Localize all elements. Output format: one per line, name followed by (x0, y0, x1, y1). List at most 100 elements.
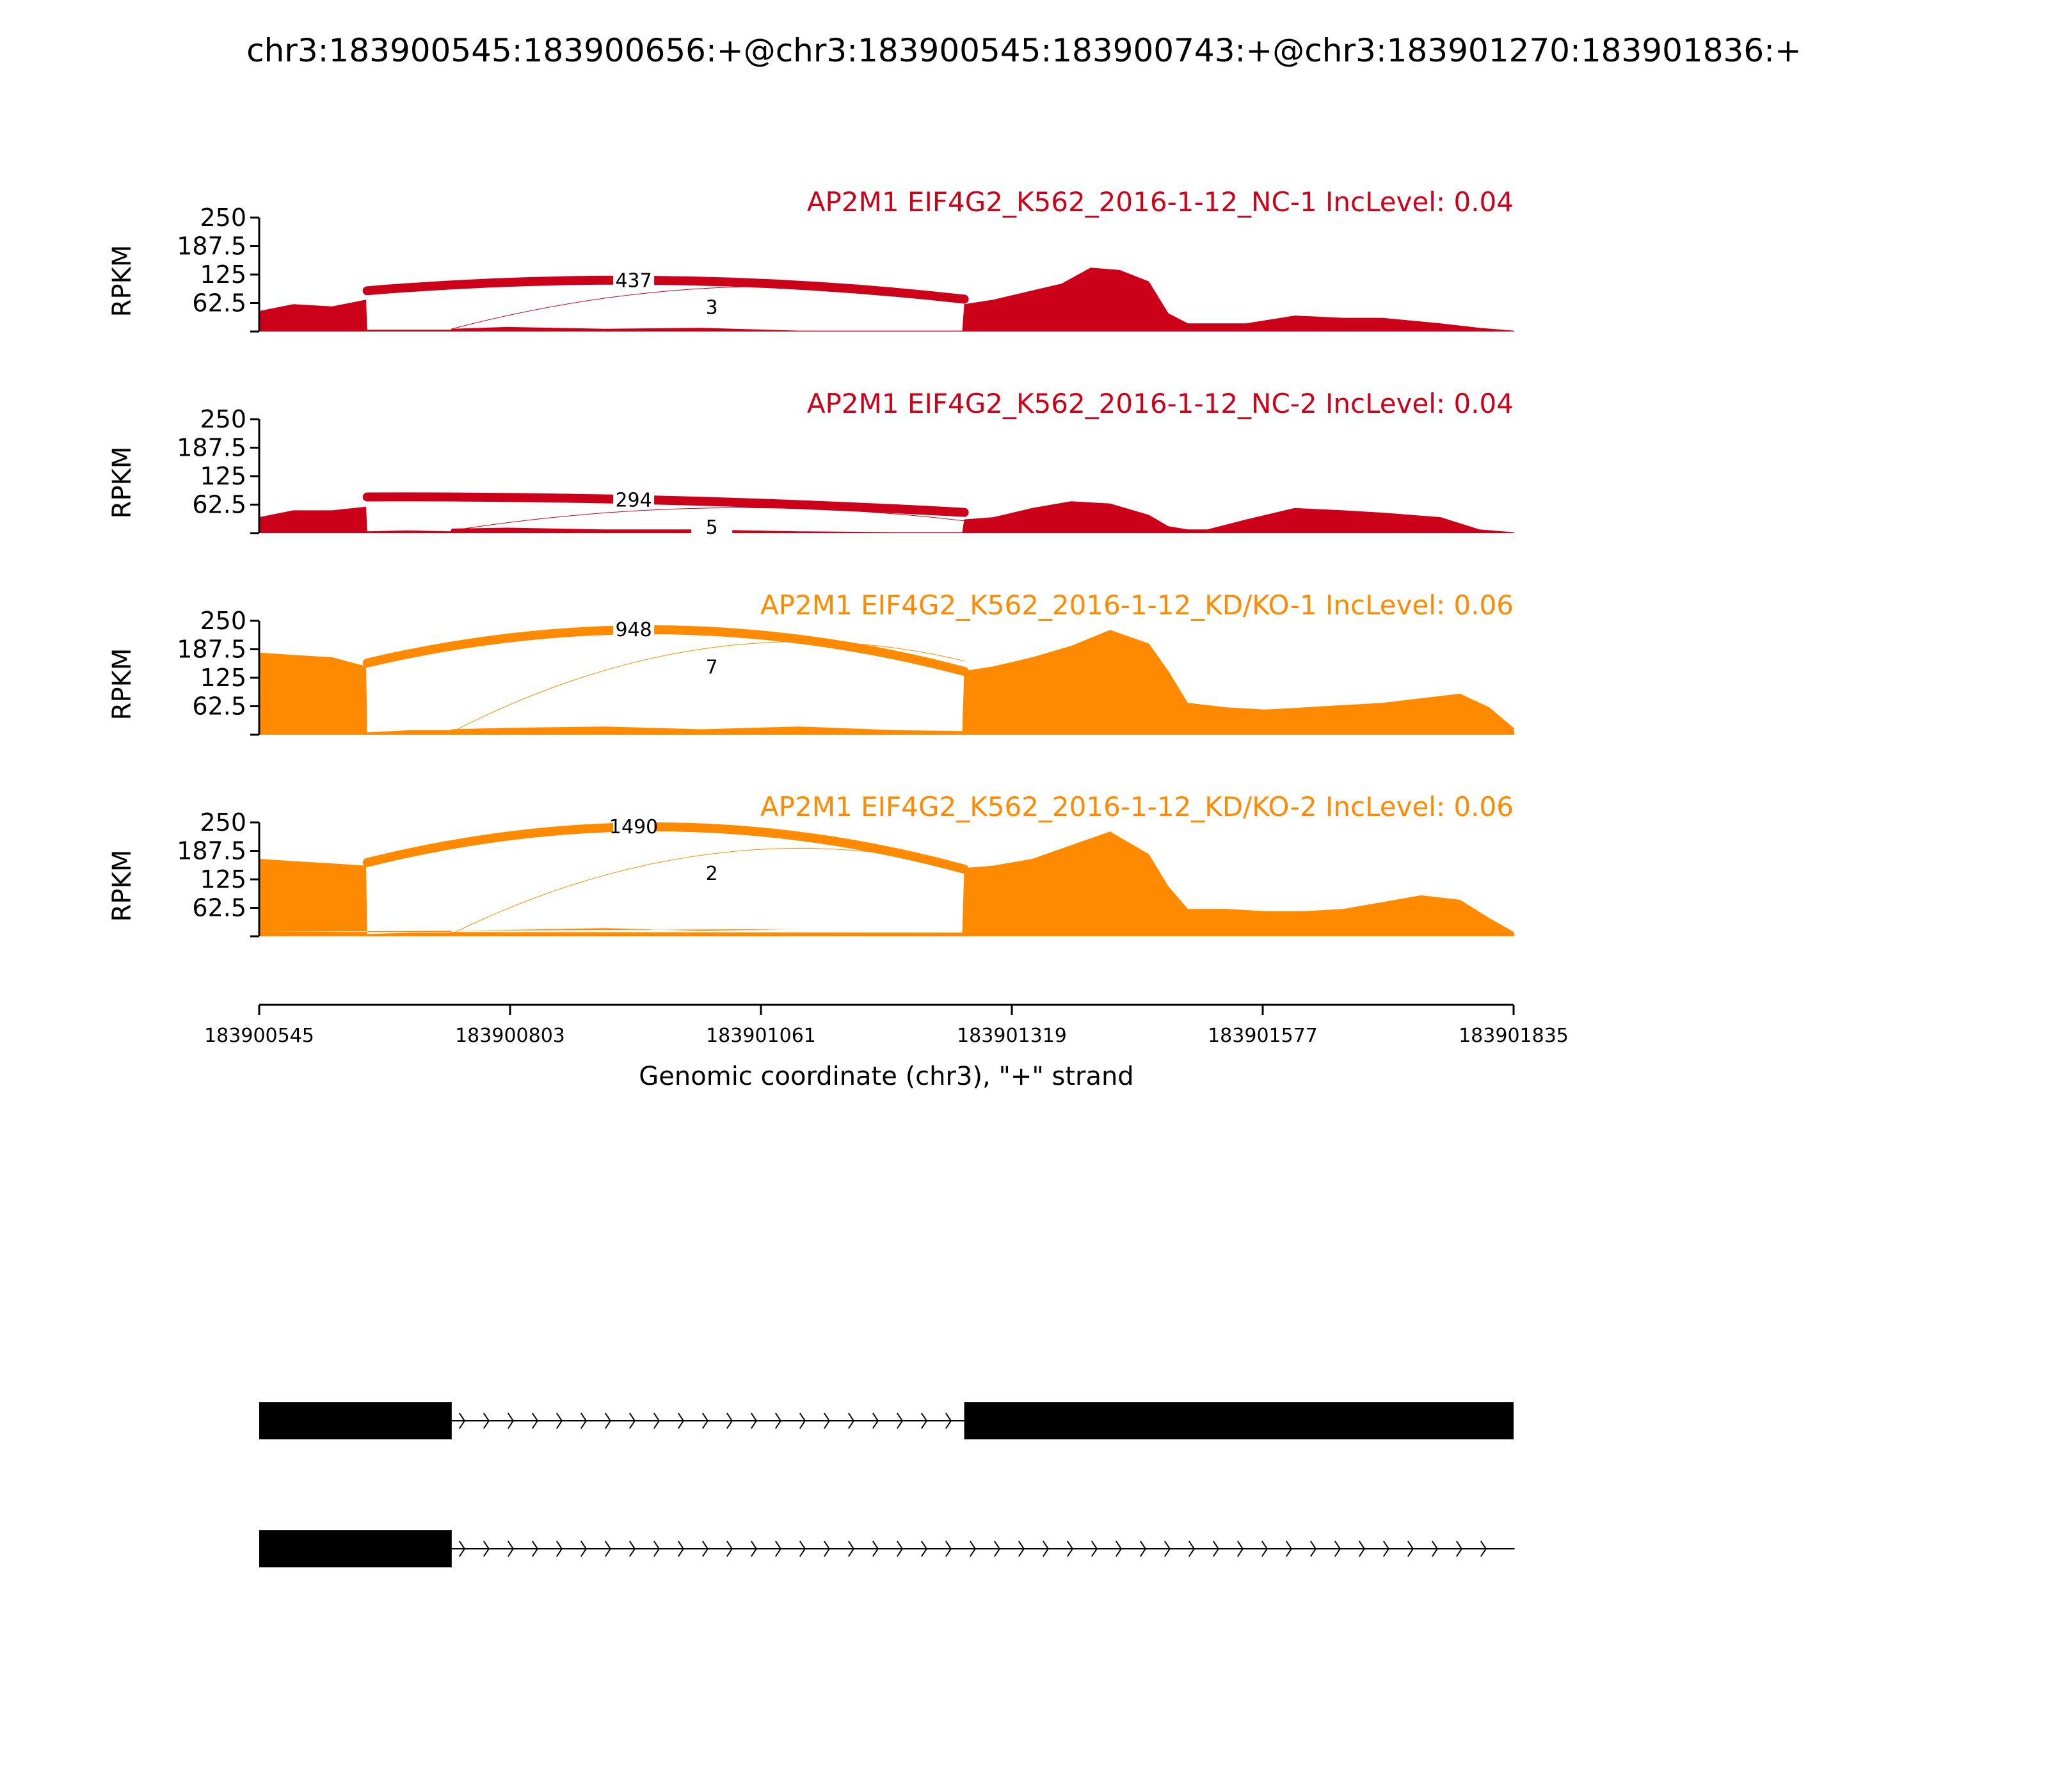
y-tick-label: 62.5 (192, 692, 246, 721)
strand-arrow (872, 1540, 879, 1557)
strand-arrow (1456, 1540, 1463, 1557)
junction-label: 5 (706, 516, 718, 539)
strand-arrow (751, 1412, 758, 1429)
strand-arrow (702, 1540, 709, 1557)
strand-arrow (848, 1540, 855, 1557)
strand-arrow (799, 1412, 806, 1429)
junction-label-bg (613, 815, 655, 839)
strand-arrow (897, 1540, 904, 1557)
strand-arrow (1213, 1540, 1220, 1557)
x-axis-label: Genomic coordinate (chr3), "+" strand (639, 1062, 1133, 1091)
exon-block (964, 1402, 1514, 1439)
junction-label-bg (613, 618, 655, 642)
junction-arc (362, 625, 969, 676)
strand-arrow (1116, 1540, 1123, 1557)
strand-arrow (653, 1412, 660, 1429)
strand-arrow (556, 1540, 563, 1557)
exon-block (259, 1530, 452, 1567)
junction-arc (362, 275, 969, 304)
y-tick-label: 125 (200, 462, 246, 490)
strand-arrow (824, 1412, 831, 1429)
y-axis-label: RPKM (108, 245, 137, 317)
strand-arrow (751, 1540, 758, 1557)
strand-arrow (678, 1540, 685, 1557)
x-tick-label: 183900803 (455, 1025, 565, 1047)
junction-label: 3 (706, 296, 718, 319)
x-tick-label: 183901835 (1459, 1025, 1569, 1047)
strand-arrow (1359, 1540, 1366, 1557)
junction-arc (451, 507, 965, 531)
strand-arrow (508, 1540, 515, 1557)
y-tick-label: 125 (200, 664, 246, 692)
x-tick-label: 183901319 (957, 1025, 1067, 1047)
x-tick-label: 183900545 (204, 1025, 314, 1047)
y-tick-label: 250 (200, 607, 246, 635)
panel-label: AP2M1 EIF4G2_K562_2016-1-12_KD/KO-1 IncL… (760, 589, 1514, 621)
strand-arrow (1432, 1540, 1439, 1557)
y-tick-label: 250 (200, 808, 246, 836)
strand-arrow (1310, 1540, 1317, 1557)
transcript-1 (259, 1402, 1514, 1439)
strand-arrow (945, 1412, 952, 1429)
y-tick-label: 250 (200, 204, 246, 232)
strand-arrow (483, 1540, 490, 1557)
strand-arrow (629, 1412, 636, 1429)
strand-arrow (848, 1412, 855, 1429)
strand-arrow (994, 1540, 1001, 1557)
strand-arrow (1043, 1540, 1050, 1557)
strand-arrow (970, 1540, 977, 1557)
junction-label-bg (613, 269, 655, 292)
strand-arrow (1091, 1540, 1098, 1557)
y-tick-label: 187.5 (177, 232, 246, 260)
strand-arrow (459, 1540, 466, 1557)
strand-arrow (726, 1412, 733, 1429)
strand-arrow (897, 1412, 904, 1429)
strand-arrow (824, 1540, 831, 1557)
strand-arrow (1261, 1540, 1268, 1557)
junction-arc (451, 641, 965, 733)
strand-arrow (1480, 1540, 1487, 1557)
junction-label-bg (613, 488, 655, 512)
coverage-area (259, 501, 1515, 533)
strand-arrow (1067, 1540, 1074, 1557)
strand-arrow (775, 1540, 782, 1557)
coverage-area (259, 831, 1515, 936)
y-axis-label: RPKM (108, 447, 137, 519)
junction-label: 7 (706, 657, 718, 679)
transcript-2 (259, 1530, 1515, 1567)
y-tick-label: 187.5 (177, 636, 246, 664)
y-tick-label: 62.5 (192, 491, 246, 519)
strand-arrow (580, 1412, 588, 1429)
junction-label: 294 (615, 490, 652, 512)
strand-arrow (653, 1540, 660, 1557)
strand-arrow (580, 1540, 588, 1557)
strand-arrow (1237, 1540, 1244, 1557)
junction-label-bg (691, 655, 733, 679)
transcript-track (259, 1402, 1515, 1567)
strand-arrow (1164, 1540, 1171, 1557)
y-tick-label: 187.5 (177, 837, 246, 865)
strand-arrow (921, 1540, 928, 1557)
panel-label: AP2M1 EIF4G2_K562_2016-1-12_NC-1 IncLeve… (807, 186, 1514, 218)
strand-arrow (556, 1412, 563, 1429)
x-tick-label: 183901061 (706, 1025, 816, 1047)
strand-arrow (532, 1540, 539, 1557)
junction-label-bg (691, 296, 733, 319)
x-axis: 183900545 183900803 183901061 183901319 1839… (204, 1004, 1569, 1091)
strand-arrow (1383, 1540, 1390, 1557)
strand-arrow (1407, 1540, 1414, 1557)
strand-arrow (702, 1412, 709, 1429)
strand-arrow (1334, 1540, 1341, 1557)
y-axis-label: RPKM (108, 850, 137, 922)
exon-block (259, 1402, 452, 1439)
strand-arrow (945, 1540, 952, 1557)
junction-arc (362, 492, 969, 517)
y-tick-label: 187.5 (177, 434, 246, 462)
strand-arrow (1140, 1540, 1147, 1557)
strand-arrow (1188, 1540, 1196, 1557)
strand-arrow (775, 1412, 782, 1429)
